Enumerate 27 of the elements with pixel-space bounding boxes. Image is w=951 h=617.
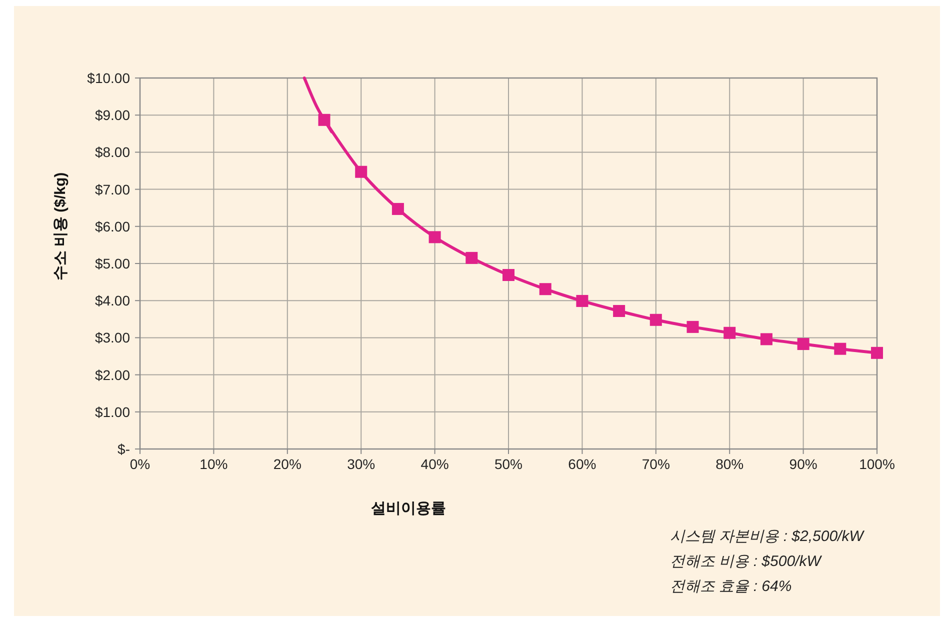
y-tick-label: $3.00: [94, 330, 130, 346]
x-tick-label: 90%: [789, 456, 818, 472]
x-tick-label: 0%: [130, 456, 150, 472]
y-tick-label: $8.00: [94, 144, 130, 160]
y-tick-label: $6.00: [94, 218, 130, 234]
x-tick-label: 40%: [420, 456, 449, 472]
x-tick-label: 20%: [273, 456, 302, 472]
y-tick-label: $7.00: [94, 181, 130, 198]
y-tick-label: $10.00: [87, 70, 130, 86]
x-tick-label: 80%: [716, 456, 744, 472]
y-tick-label: $9.00: [94, 107, 130, 124]
x-tick-label: 50%: [494, 456, 523, 472]
x-tick-label: 100%: [859, 456, 895, 472]
text: 시스템 자본비용 : $2,500/kW: [670, 528, 866, 545]
text: 전해조 비용 : $500/kW: [670, 553, 823, 570]
y-tick-label: $1.00: [94, 404, 130, 420]
y-tick-label: $2.00: [94, 366, 130, 383]
x-tick-label: 10%: [200, 456, 228, 472]
y-tick-label: $-: [118, 441, 130, 457]
y-tick-label: $4.00: [94, 292, 130, 309]
x-tick-label: 60%: [568, 456, 596, 472]
text: 전해조 효율 : 64%: [670, 578, 792, 595]
x-tick-label: 70%: [642, 456, 670, 472]
x-tick-label: 30%: [347, 456, 376, 472]
x-axis-title: 설비이용률: [371, 500, 446, 517]
y-tick-label: $5.00: [94, 256, 130, 272]
y-axis-title: 수소 비용 ($/kg): [52, 172, 69, 281]
